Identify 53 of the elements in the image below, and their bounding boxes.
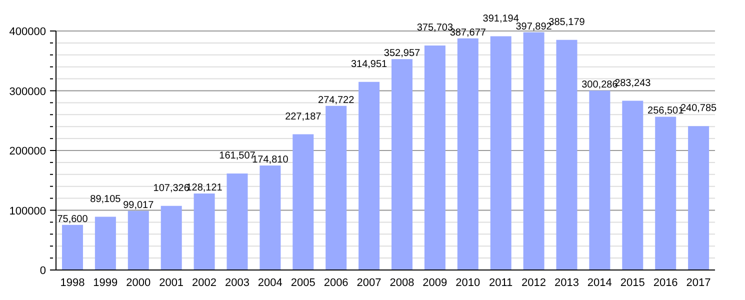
bar	[490, 36, 512, 270]
x-tick-label: 2008	[390, 276, 414, 289]
x-tick-label: 2000	[126, 276, 151, 289]
y-tick-label: 400000	[9, 26, 46, 38]
bar	[94, 216, 116, 270]
x-tick-label: 2002	[192, 276, 217, 289]
bar	[358, 82, 380, 270]
bar	[226, 174, 248, 270]
data-label: 89,105	[90, 194, 122, 205]
bar	[160, 206, 182, 270]
x-tick-label: 2012	[522, 276, 546, 289]
x-tick-label: 2007	[356, 276, 382, 289]
data-label: 274,722	[318, 94, 355, 106]
x-tick-label: 2003	[224, 276, 250, 289]
x-tick-label: 1998	[60, 276, 85, 289]
x-tick-label: 2013	[554, 276, 579, 289]
bar	[292, 134, 314, 270]
x-tick-label: 2001	[159, 276, 184, 289]
bar	[326, 106, 347, 270]
data-label: 99,017	[123, 200, 154, 211]
bar	[622, 100, 644, 270]
x-tick-label: 1999	[93, 276, 118, 289]
x-tick-label: 2009	[422, 276, 448, 289]
bar	[128, 210, 149, 270]
bar	[62, 224, 83, 270]
y-tick-label: 200000	[9, 146, 46, 158]
x-tick-label: 2017	[686, 276, 711, 289]
x-tick-label: 2015	[620, 276, 645, 289]
x-tick-label: 2004	[258, 276, 282, 289]
bar	[523, 32, 544, 270]
bar	[194, 193, 215, 270]
data-label: 352,957	[384, 48, 421, 60]
x-tick-label: 2005	[290, 276, 316, 289]
bar	[392, 59, 412, 270]
x-tick-label: 2010	[456, 276, 480, 289]
data-label: 227,187	[285, 111, 322, 122]
y-tick-label: 100000	[9, 205, 46, 218]
bar	[556, 40, 578, 270]
data-label: 75,600	[57, 214, 88, 225]
bar	[424, 46, 446, 270]
data-label: 314,951	[350, 58, 388, 70]
bar	[589, 90, 610, 270]
x-tick-label: 2014	[587, 276, 612, 289]
y-tick-label: 300000	[9, 86, 46, 98]
bar	[688, 126, 710, 270]
bar	[260, 166, 281, 270]
y-tick-label: 0	[40, 265, 46, 277]
data-label: 385,179	[548, 16, 586, 28]
bar	[655, 116, 676, 270]
bar	[457, 38, 478, 270]
x-tick-label: 2006	[324, 276, 348, 289]
x-tick-label: 2016	[653, 276, 678, 289]
x-tick-label: 2011	[488, 276, 513, 289]
